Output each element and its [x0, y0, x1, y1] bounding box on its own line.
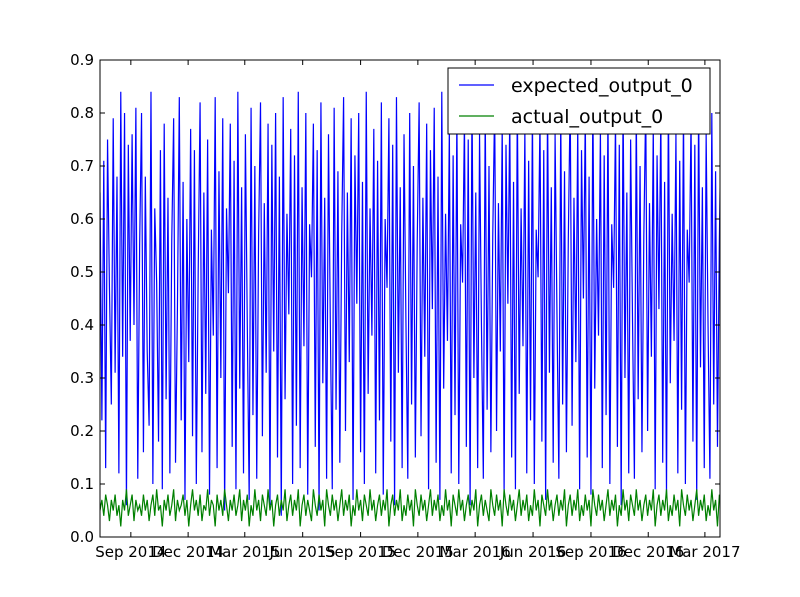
- x-tick-label: Dec 2014: [152, 543, 224, 561]
- legend-box: [447, 67, 711, 135]
- x-tick-label: Sep 2016: [555, 543, 626, 561]
- y-tick-label: 0.5: [70, 263, 94, 281]
- x-tick-label: Dec 2015: [382, 543, 454, 561]
- series-line-actual-output-0: [100, 489, 720, 527]
- y-tick-label: 0.7: [70, 157, 94, 175]
- x-tick-label: Mar 2017: [669, 543, 740, 561]
- series-line-expected-output-0: [100, 91, 720, 516]
- legend-label-actual: actual_output_0: [511, 106, 663, 128]
- y-axis: 0.0 0.1 0.2 0.3 0.4 0.5 0.6 0.7 0.8 0.9: [70, 51, 720, 546]
- y-tick-label: 0.9: [70, 51, 94, 69]
- x-tick-label: Sep 2014: [95, 543, 166, 561]
- series-layer: [100, 91, 720, 527]
- legend-label-expected: expected_output_0: [511, 75, 693, 97]
- y-tick-label: 0.0: [70, 528, 94, 546]
- x-tick-label: Jun 2016: [499, 543, 566, 561]
- legend: expected_output_0 actual_output_0: [447, 67, 711, 135]
- x-tick-label: Mar 2016: [440, 543, 511, 561]
- y-tick-label: 0.4: [70, 316, 94, 334]
- x-tick-label: Mar 2015: [209, 543, 280, 561]
- x-tick-label: Dec 2016: [612, 543, 684, 561]
- plot-frame: [99, 59, 721, 538]
- y-tick-label: 0.8: [70, 104, 94, 122]
- x-tick-label: Sep 2015: [325, 543, 396, 561]
- y-tick-label: 0.1: [70, 475, 94, 493]
- y-tick-label: 0.6: [70, 210, 94, 228]
- y-tick-label: 0.3: [70, 369, 94, 387]
- x-tick-label: Jun 2015: [268, 543, 335, 561]
- y-tick-label: 0.2: [70, 422, 94, 440]
